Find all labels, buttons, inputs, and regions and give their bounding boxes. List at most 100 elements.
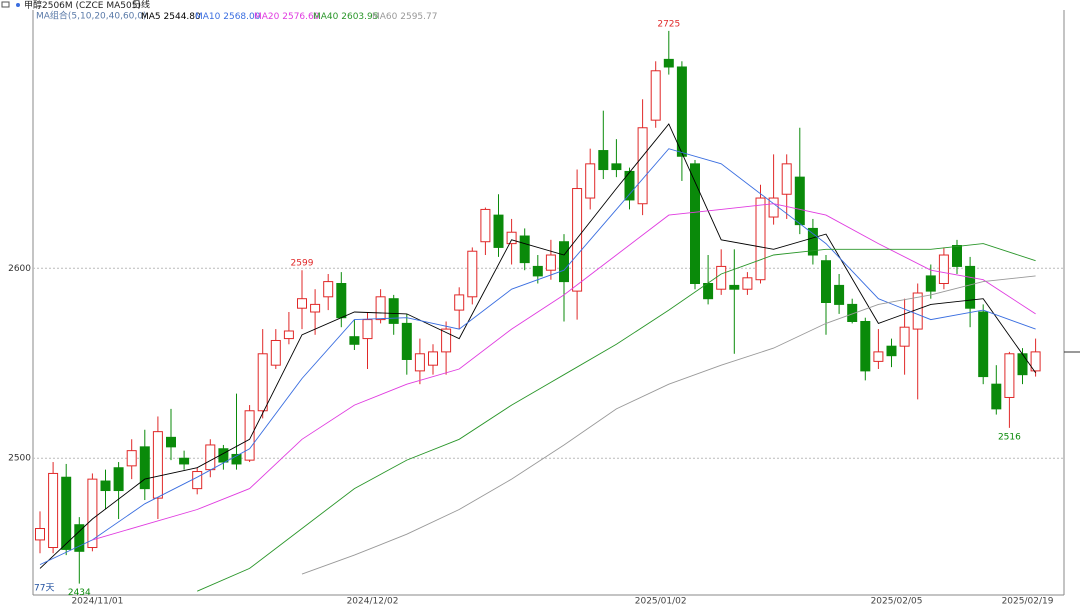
extreme-label: 2516 — [998, 432, 1021, 442]
candle-body — [401, 322, 412, 360]
candle-body — [729, 284, 740, 290]
candle-body — [493, 214, 504, 248]
candle-body — [912, 292, 923, 330]
candle-body — [506, 231, 517, 245]
ma-line — [301, 275, 1036, 575]
candle-body — [886, 345, 897, 357]
candle-body — [349, 336, 360, 345]
candle-body — [545, 254, 556, 271]
symbol-dot — [16, 3, 20, 7]
candle-body — [480, 208, 491, 243]
candle-body — [152, 431, 163, 499]
candle-body — [965, 265, 976, 309]
y-tick-label: 2600 — [8, 264, 31, 274]
candle-body — [978, 311, 989, 378]
candle-body — [205, 444, 216, 471]
candle-body — [375, 296, 386, 321]
candle-body — [834, 284, 845, 305]
x-tick-label: 2025/01/02 — [635, 597, 687, 607]
candle-body — [454, 294, 465, 311]
candle-body — [991, 383, 1002, 410]
candle-body — [113, 467, 124, 492]
candle-body — [938, 254, 949, 285]
candle-body — [362, 319, 373, 340]
candle-body — [716, 265, 727, 290]
candle-body — [873, 351, 884, 362]
extreme-label: 2725 — [657, 19, 680, 29]
symbol-title[interactable]: 甲醇2506M (CZCE MA505) — [24, 0, 141, 11]
candle-body — [585, 163, 596, 199]
candle-body — [676, 66, 687, 157]
candle-body — [231, 453, 242, 465]
ma-line — [92, 203, 1036, 541]
candle-body — [100, 480, 111, 492]
candle-body — [257, 353, 268, 412]
candle-body — [310, 303, 321, 313]
candle-body — [1017, 353, 1028, 376]
candle-body — [441, 328, 452, 353]
y-tick-label: 2500 — [8, 454, 31, 464]
candle-body — [61, 476, 72, 550]
candle-body — [336, 283, 347, 319]
candle-body — [519, 235, 530, 264]
ma-line — [39, 123, 1036, 569]
candle-body — [598, 150, 609, 171]
candle-body — [179, 457, 190, 465]
period-select[interactable]: 日线 — [132, 0, 150, 11]
candle-body — [794, 176, 805, 226]
candle-body — [952, 245, 962, 267]
legend-name: MA10 — [195, 12, 221, 22]
legend-entry: MA10 2568.00 — [195, 12, 261, 22]
candle-body — [428, 351, 438, 366]
legend-entry: MA40 2603.95 — [313, 12, 378, 22]
candle-body — [126, 450, 137, 467]
candle-body — [847, 303, 858, 322]
candle-body — [1004, 353, 1015, 398]
candle-body — [572, 188, 583, 292]
candle-body — [87, 478, 98, 549]
candle-body — [35, 528, 45, 541]
extreme-label: 2434 — [68, 588, 91, 598]
legend-entry: MA5 2544.80 — [141, 12, 201, 22]
candle-body — [821, 260, 831, 304]
candle-body — [414, 353, 425, 372]
candle-body — [1030, 351, 1041, 372]
candle-body — [323, 281, 334, 298]
candle-body — [781, 163, 792, 195]
menu-icon[interactable] — [1, 1, 10, 8]
candle-body — [532, 265, 543, 277]
legend-value: 2595.77 — [400, 12, 437, 22]
candle-body — [192, 471, 203, 490]
candle-body — [244, 410, 255, 461]
candle-body — [611, 163, 622, 171]
candle-body — [74, 524, 85, 552]
legend-value: 2603.95 — [341, 12, 378, 22]
candle-body — [559, 241, 569, 283]
legend-entry: MA60 2595.77 — [372, 12, 437, 22]
candle-body — [218, 448, 229, 463]
legend-name: MA60 — [372, 12, 398, 22]
symbol-name: 甲醇2506M — [24, 0, 73, 11]
days-label: 77天 — [34, 584, 54, 594]
legend-title[interactable]: MA组合(5,10,20,40,60,0) — [36, 10, 147, 22]
candle-body — [388, 298, 399, 324]
legend-entry: MA20 2576.60 — [254, 12, 320, 22]
candle-body — [650, 70, 661, 121]
extreme-label: 2599 — [291, 259, 314, 269]
candle-body — [637, 127, 648, 205]
legend-value: 2576.60 — [282, 12, 319, 22]
candle-body — [899, 326, 910, 347]
x-tick-label: 2024/12/02 — [347, 597, 399, 607]
legend-name: MA20 — [254, 12, 280, 22]
candle-body — [742, 277, 753, 290]
candle-body — [139, 446, 150, 490]
legend-value: 2544.80 — [164, 12, 201, 22]
x-tick-label: 2025/02/05 — [871, 597, 923, 607]
candle-body — [624, 170, 635, 201]
candle-body — [297, 298, 307, 309]
candle-body — [467, 250, 478, 298]
x-tick-label: 2024/11/01 — [71, 597, 123, 607]
